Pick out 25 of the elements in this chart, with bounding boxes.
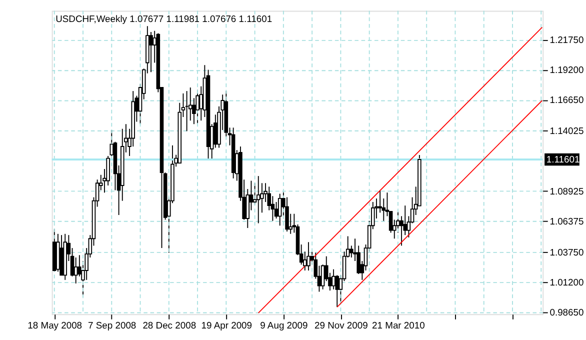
y-tick-label: 1.19200	[550, 64, 584, 76]
x-tick-label: 28 Dec 2008	[142, 320, 196, 331]
y-tick-label: 0.98650	[550, 306, 584, 318]
y-tick-label: 1.03750	[550, 246, 584, 258]
y-tick-label: 1.21750	[550, 34, 584, 45]
candlestick	[306, 242, 310, 271]
x-tick-label: 9 Aug 2009	[260, 320, 308, 331]
x-tick-label: 18 May 2008	[28, 320, 82, 331]
candlestick	[149, 32, 153, 73]
chart-title: USDCHF,Weekly 1.07677 1.11981 1.07676 1.11601	[56, 13, 272, 24]
x-tick-label: 19 Apr 2009	[201, 320, 252, 331]
y-tick-label: 1.08925	[550, 185, 584, 196]
y-tick-label: 1.06375	[550, 215, 584, 226]
y-tick-label: 1.14025	[550, 125, 584, 136]
x-tick-label: 29 Nov 2009	[314, 320, 368, 331]
candlestick	[74, 257, 78, 284]
x-tick-label: 7 Sep 2008	[88, 320, 136, 331]
x-tick-label: 21 Mar 2010	[372, 320, 425, 331]
candlestick	[278, 193, 282, 226]
ref-line-label: 1.11601	[546, 153, 580, 164]
y-tick-label: 1.16650	[550, 94, 584, 106]
candlestick	[256, 176, 260, 224]
candlestick	[285, 196, 289, 232]
y-tick-label: 1.01200	[550, 276, 584, 288]
candlestick	[332, 268, 336, 290]
